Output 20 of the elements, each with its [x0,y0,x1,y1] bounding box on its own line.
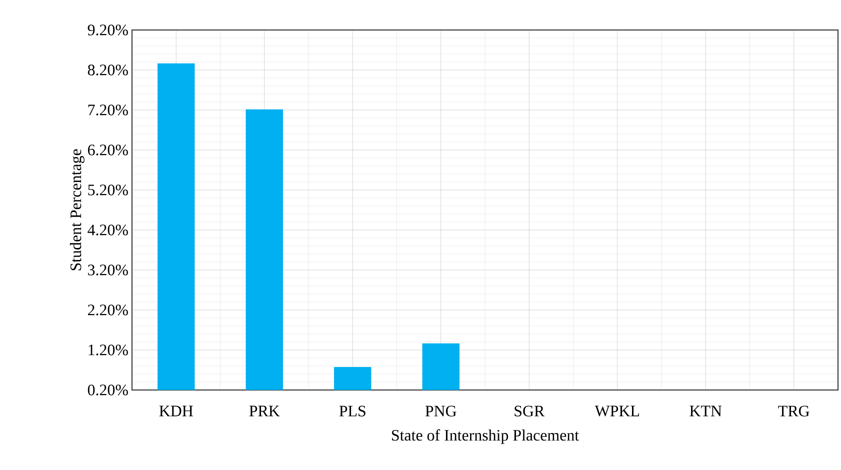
y-axis-title: Student Percentage [70,149,84,270]
x-tick-label: KTN [690,406,722,416]
x-axis-title: State of Internship Placement [392,429,579,444]
y-tick-label: 4.20% [88,224,128,236]
y-tick-label: 0.20% [88,384,128,396]
x-tick-label: PRK [249,406,280,416]
y-tick-label: 3.20% [88,264,128,276]
x-tick-label: SGR [514,406,545,416]
x-tick-label: TRG [778,406,810,416]
x-tick-label: WPKL [594,406,639,416]
y-tick-label: 8.20% [88,64,128,76]
y-tick-label: 9.20% [88,24,128,36]
y-tick-label: 6.20% [88,144,128,156]
y-tick-label: 5.20% [88,184,128,196]
y-tick-label: 1.20% [88,344,128,356]
y-tick-label: 2.20% [88,304,128,316]
y-tick-label: 7.20% [88,104,128,116]
x-tick-label: PNG [425,406,456,416]
x-tick-label: KDH [159,406,193,416]
x-tick-label: PLS [339,406,366,416]
